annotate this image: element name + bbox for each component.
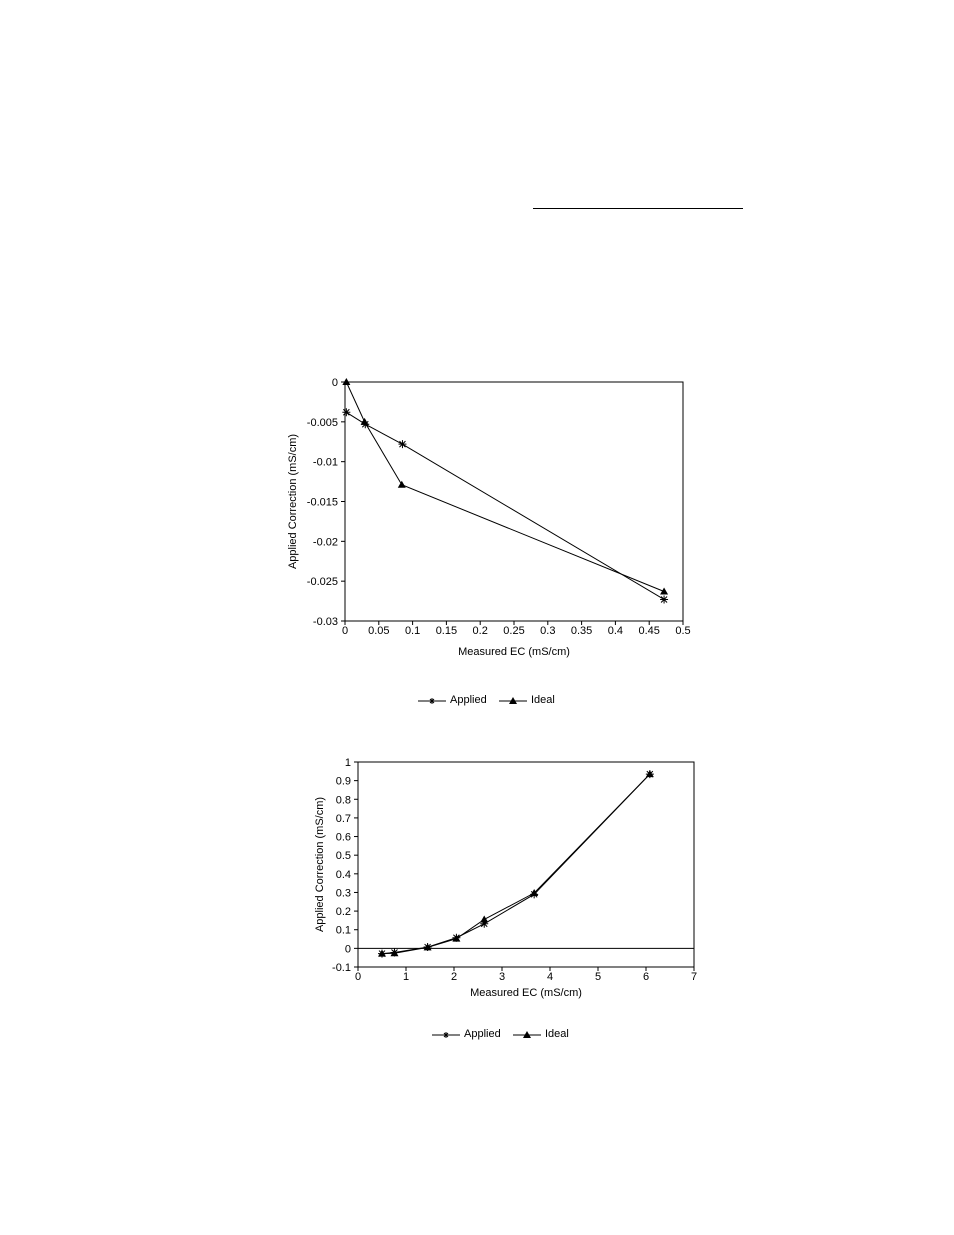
y-tick-label: 0.2	[336, 906, 351, 918]
legend-2-symbols	[432, 1031, 541, 1038]
ideal-point	[378, 949, 386, 957]
legend-chart-2: Applied Ideal	[430, 1027, 610, 1043]
legend-ideal-symbol	[499, 697, 527, 704]
x-tick-label: 5	[595, 971, 601, 983]
plot-frame	[357, 761, 695, 968]
ideal-point	[360, 417, 369, 425]
legend-ideal-label: Ideal	[531, 694, 555, 706]
legend-applied-symbol	[418, 698, 446, 704]
ideal-point	[530, 889, 539, 897]
ideal-line	[381, 773, 651, 955]
y-tick-label: 0.7	[336, 813, 351, 825]
y-tick-label: 0.8	[336, 794, 351, 806]
applied-line	[346, 411, 665, 600]
x-tick-label: 1	[403, 971, 409, 983]
ideal-point	[645, 770, 654, 778]
ideal-point	[397, 480, 406, 488]
header-rule	[533, 208, 743, 209]
chart-1: 0 0.05 0.1 0.15 0.2 0.25 0.3 0.35 0.4 0.45 0.5 0 -0.…	[287, 377, 691, 658]
ideal-point	[452, 934, 461, 942]
legend-applied-label: Applied	[450, 694, 487, 706]
y-tick-label: 0.4	[336, 869, 351, 881]
x-tick-label: 0.35	[571, 625, 592, 637]
x-tick-label: 6	[643, 971, 649, 983]
y-tick-label: -0.01	[313, 457, 338, 469]
x-tick-label: 3	[499, 971, 505, 983]
legend-ideal-symbol	[513, 1031, 541, 1038]
x-tick-label: 0.25	[503, 625, 524, 637]
x-tick-label: 4	[547, 971, 553, 983]
y-tick-label: 0.9	[336, 776, 351, 788]
x-tick-label: 0.45	[638, 625, 659, 637]
x-tick-label: 0	[355, 971, 361, 983]
legend-ideal-label: Ideal	[545, 1028, 569, 1040]
y-tick-label: -0.025	[307, 576, 338, 588]
x-tick-label: 0.1	[405, 625, 420, 637]
legend-chart-1: Applied Ideal	[416, 693, 596, 709]
y-tick-label: -0.1	[332, 962, 351, 974]
applied-point	[480, 919, 489, 928]
x-tick-label: 7	[691, 971, 697, 983]
series-applied	[342, 408, 669, 604]
legend-1-symbols	[418, 697, 527, 704]
x-axis-label: Measured EC (mS/cm)	[458, 646, 570, 658]
y-tick-label: 0.6	[336, 832, 351, 844]
y-tick-label: 0.1	[336, 925, 351, 937]
y-tick-label: -0.005	[307, 417, 338, 429]
y-tick-label: 1	[345, 757, 351, 769]
applied-point	[398, 440, 407, 449]
x-tick-label: 0.3	[540, 625, 555, 637]
x-tick-label: 0.5	[675, 625, 690, 637]
series-applied	[378, 770, 654, 958]
x-tick-label: 0.15	[436, 625, 457, 637]
x-tick-label: 0	[342, 625, 348, 637]
y-axis-label: Applied Correction (mS/cm)	[314, 797, 326, 932]
chart-2: 0 1 2 3 4 5 6 7 1 0.9 0.8 0.7 0.6 0.5 0.4 0.3 0.2 0.1 0 -0.…	[314, 757, 697, 999]
legend-applied-symbol	[432, 1032, 460, 1038]
ideal-point	[660, 587, 669, 595]
x-axis-label: Measured EC (mS/cm)	[470, 987, 582, 999]
x-tick-label: 0.4	[608, 625, 623, 637]
applied-line	[381, 773, 651, 955]
ideal-point	[342, 378, 351, 385]
y-tick-label: 0	[345, 943, 351, 955]
y-tick-label: 0	[332, 377, 338, 389]
series-ideal	[378, 770, 654, 957]
ideal-point	[480, 915, 489, 923]
y-tick-label: -0.02	[313, 536, 338, 548]
x-tick-label: 0.05	[368, 625, 389, 637]
y-axis-label: Applied Correction (mS/cm)	[287, 434, 299, 569]
applied-point	[342, 408, 351, 417]
x-tick-label: 0.2	[473, 625, 488, 637]
applied-point	[660, 595, 669, 604]
plot-frame	[344, 381, 684, 622]
y-tick-label: 0.5	[336, 850, 351, 862]
series-ideal	[342, 378, 669, 595]
ideal-point	[390, 949, 399, 957]
ideal-line	[345, 381, 665, 592]
y-tick-label: -0.03	[313, 616, 338, 628]
legend-applied-label: Applied	[464, 1028, 501, 1040]
x-tick-label: 2	[451, 971, 457, 983]
y-tick-label: -0.015	[307, 497, 338, 509]
y-tick-label: 0.3	[336, 887, 351, 899]
ideal-point	[423, 943, 432, 951]
